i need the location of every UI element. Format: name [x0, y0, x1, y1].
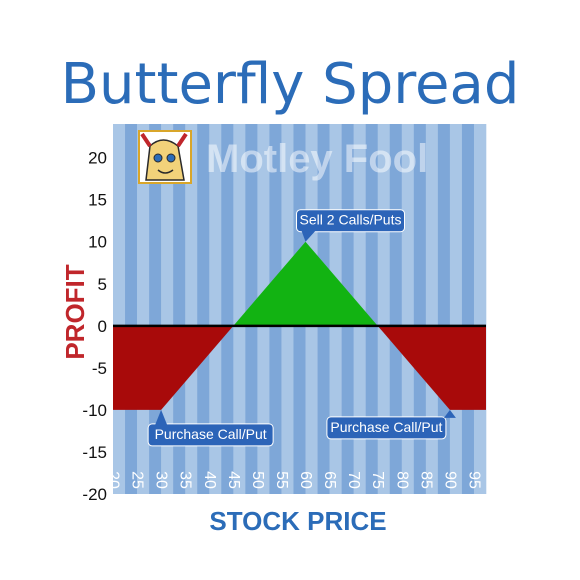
x-tick-label: 25 [129, 471, 146, 489]
chart-title: Butterfly Spread [60, 52, 520, 117]
callouts: Sell 2 Calls/Puts Purchase Call/Put Purcha… [147, 209, 456, 447]
callout-box [326, 416, 447, 440]
grid-stripe [221, 124, 234, 494]
grid-stripe [197, 124, 210, 494]
y-tick-label: 20 [88, 149, 107, 168]
y-tick-label: -20 [82, 485, 107, 504]
callout-label: Purchase Call/Put [330, 419, 442, 435]
x-tick-label: 50 [249, 471, 266, 489]
grid-stripe [173, 124, 186, 494]
grid-stripe [185, 124, 198, 494]
callout-pointer [155, 409, 168, 425]
x-tick-labels: 20 25 30 35 40 45 50 55 60 65 70 75 80 85 90 95 [105, 471, 483, 489]
x-tick-label: 85 [417, 471, 434, 489]
profit-region [233, 241, 378, 326]
x-tick-label: 35 [177, 471, 194, 489]
x-axis-label: STOCK PRICE [209, 506, 386, 536]
y-tick-label: 0 [98, 317, 107, 336]
callout: Sell 2 Calls/Puts [296, 209, 406, 242]
grid-stripe [233, 124, 246, 494]
grid-stripe [461, 124, 475, 494]
x-tick-label: 60 [297, 471, 314, 489]
grid-stripe [425, 124, 439, 494]
callout: Purchase Call/Put [326, 409, 456, 440]
x-tick-label: 20 [105, 471, 122, 489]
callout-box [147, 423, 274, 447]
x-tick-label: 80 [393, 471, 410, 489]
y-tick-label: -15 [82, 443, 107, 462]
grid-stripe [113, 124, 126, 494]
x-tick-label: 75 [369, 471, 386, 489]
x-tick-label: 65 [321, 471, 338, 489]
y-tick-label: 5 [98, 275, 107, 294]
grid-stripe [209, 124, 222, 494]
x-tick-label: 55 [273, 471, 290, 489]
x-tick-label: 30 [153, 471, 170, 489]
y-tick-label: -5 [92, 359, 107, 378]
watermark-text: Motley Fool [206, 137, 428, 181]
x-tick-label: 95 [465, 471, 482, 489]
y-tick-labels: 20 15 10 5 0 -5 -10 -15 -20 [82, 149, 107, 504]
x-tick-label: 70 [345, 471, 362, 489]
x-tick-label: 40 [201, 471, 218, 489]
y-tick-label: 10 [88, 233, 107, 252]
x-tick-label: 90 [441, 471, 458, 489]
x-tick-label: 45 [225, 471, 242, 489]
jester-logo-icon [138, 130, 192, 184]
callout-pointer [301, 230, 316, 242]
loss-region-left [113, 325, 234, 410]
grid-stripe [473, 124, 487, 494]
grid-stripe [413, 124, 427, 494]
y-axis-label: PROFIT [60, 264, 90, 359]
callout-label: Purchase Call/Put [155, 426, 267, 442]
callout-label: Sell 2 Calls/Puts [300, 212, 402, 228]
callout-box [296, 209, 406, 233]
payoff-regions [113, 241, 486, 410]
grid-stripe [449, 124, 463, 494]
callout-pointer [443, 409, 456, 418]
grid-stripe [125, 124, 138, 494]
y-tick-label: 15 [88, 191, 107, 210]
y-tick-label: -10 [82, 401, 107, 420]
motley-fool-watermark: Motley Fool [138, 130, 428, 184]
callout: Purchase Call/Put [147, 409, 274, 447]
loss-region-right [377, 325, 486, 410]
